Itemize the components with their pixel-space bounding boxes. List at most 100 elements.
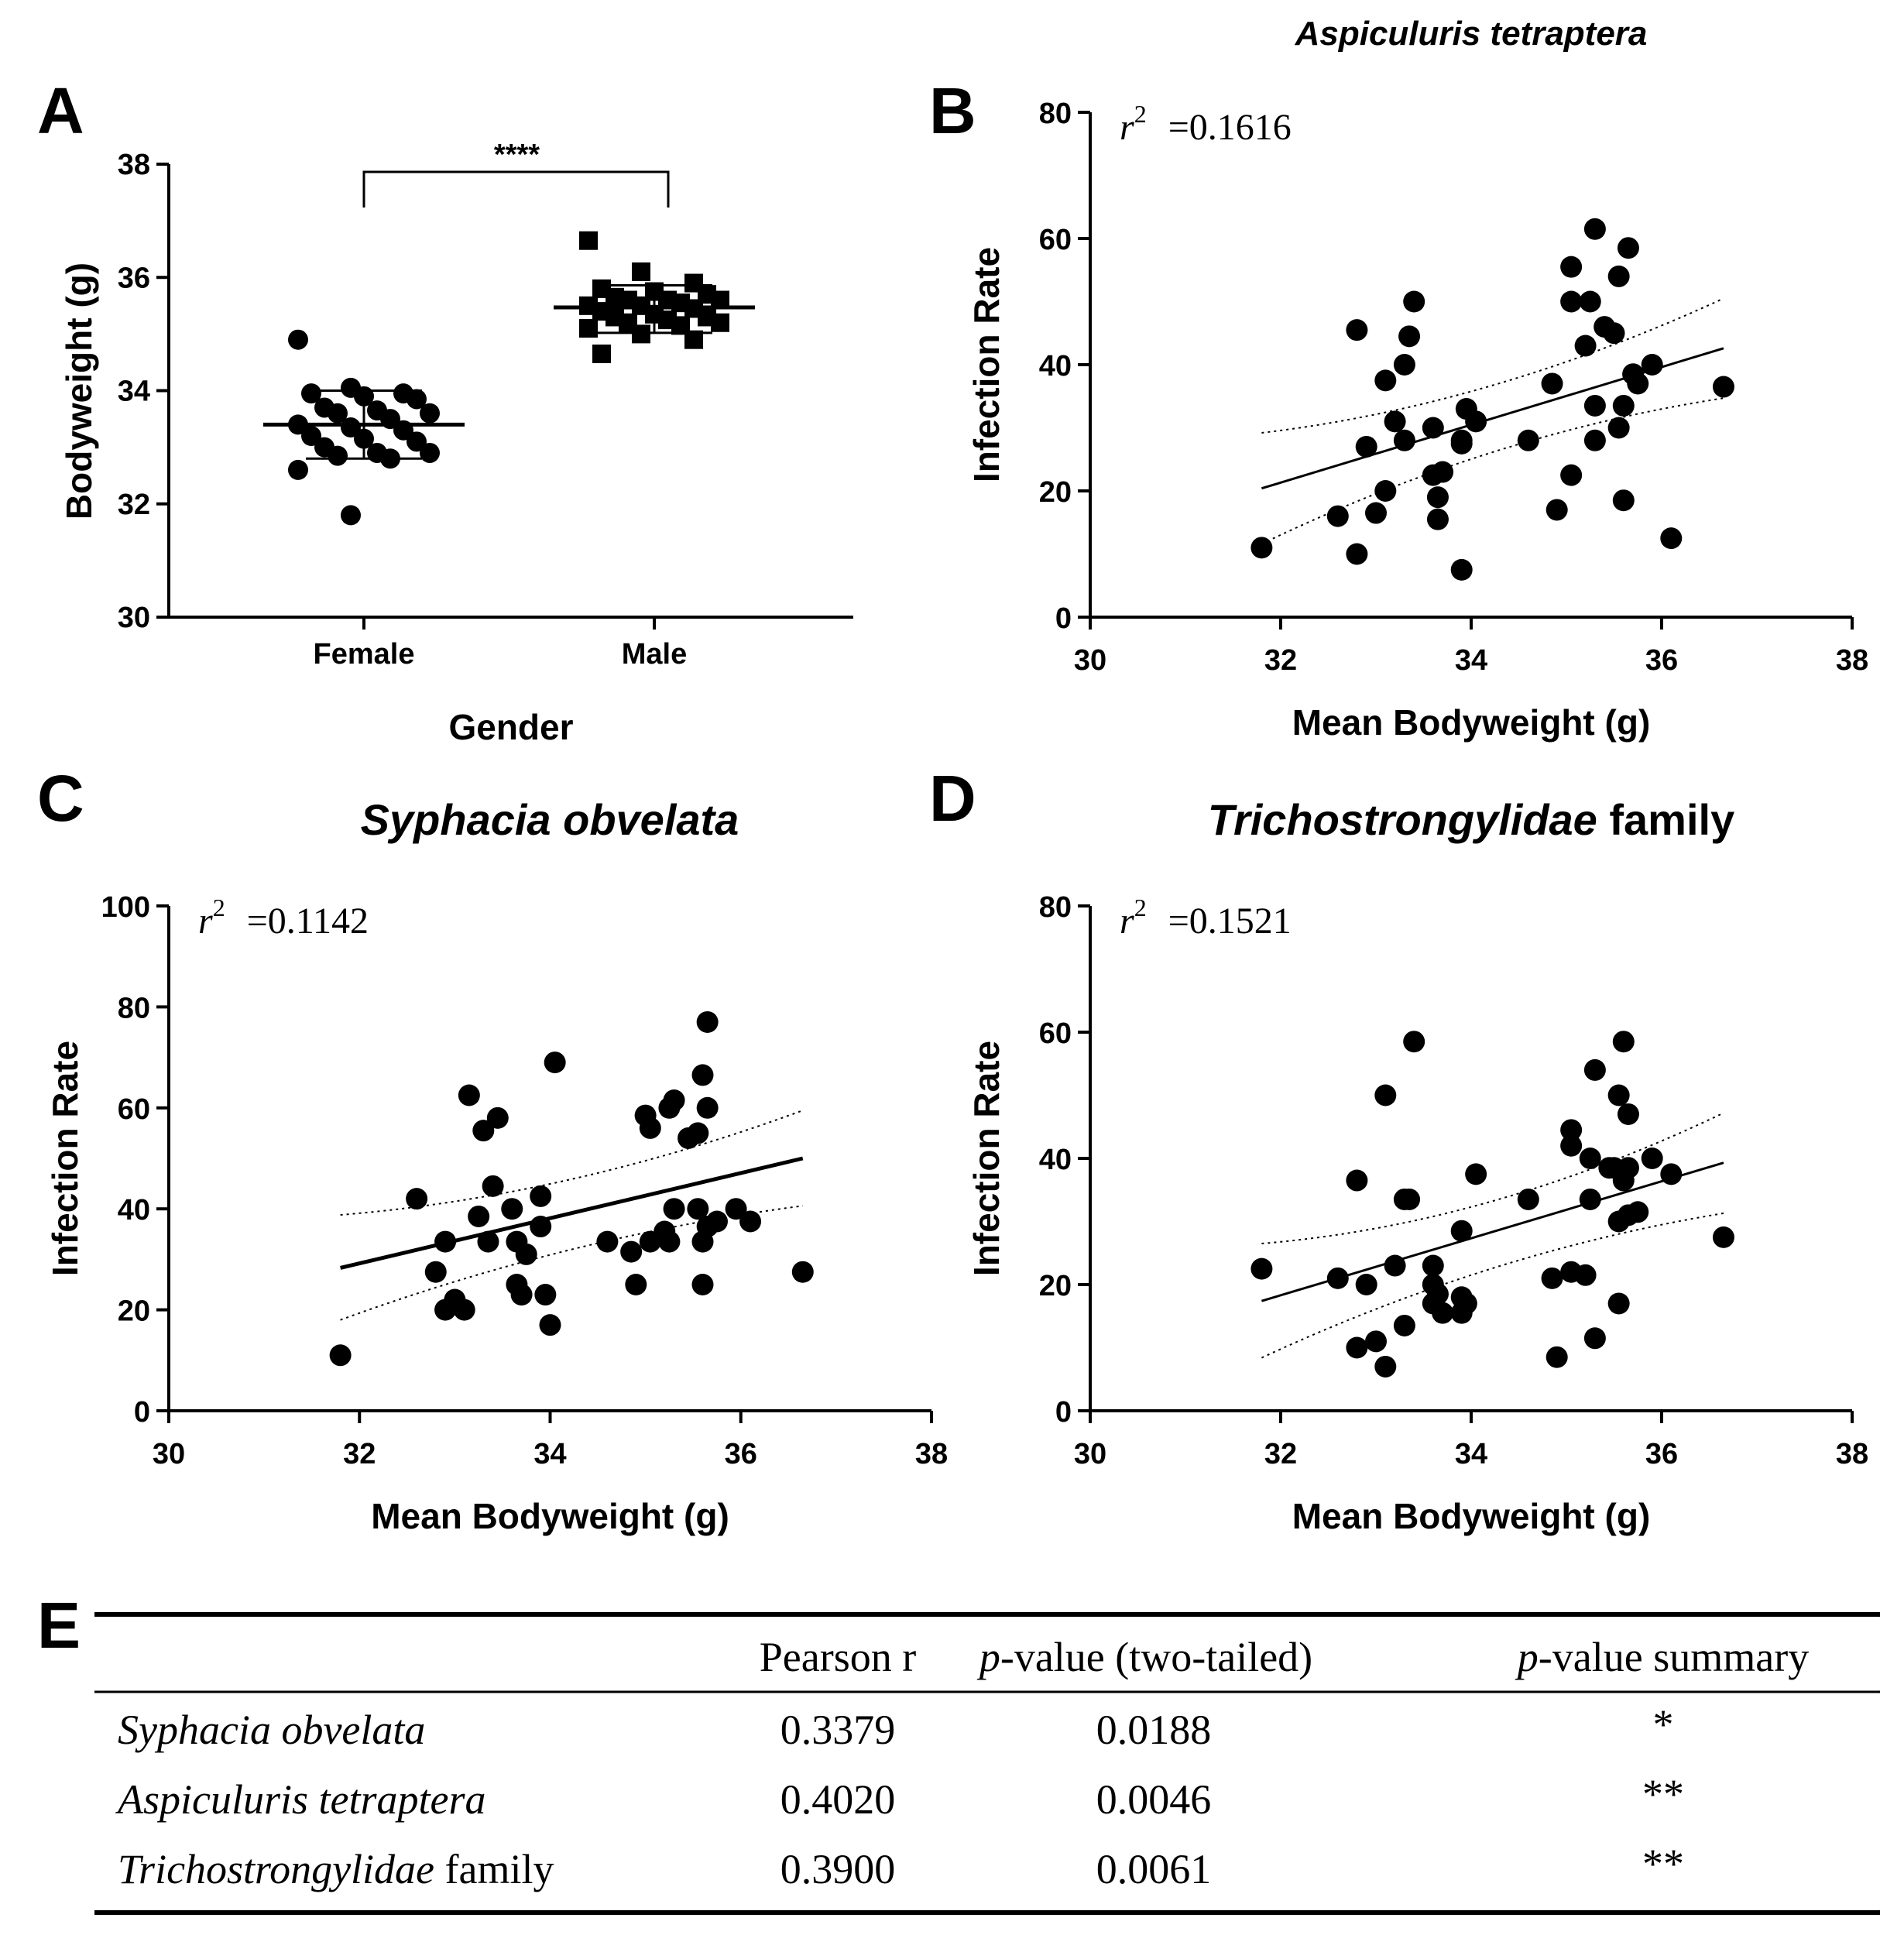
data-point bbox=[691, 1274, 714, 1295]
data-point bbox=[1583, 1327, 1606, 1350]
table-row-1-name: Syphacia obvelata bbox=[118, 1707, 425, 1753]
data-point bbox=[472, 1120, 495, 1142]
data-point bbox=[1346, 1336, 1368, 1359]
r-squared-label: r2 =0.1616 bbox=[1120, 100, 1292, 148]
data-point bbox=[620, 1240, 643, 1263]
panel-e-table: Pearson r p-value (two-tailed) p-value s… bbox=[94, 1612, 1880, 1915]
table-header-pearson: Pearson r bbox=[760, 1634, 916, 1680]
table-header-summary-rest: -value summary bbox=[1539, 1634, 1809, 1680]
panel-a-chart: 30 32 34 36 38 Female Male Gender Bodyweight (g)… bbox=[59, 139, 853, 747]
data-point-female bbox=[341, 505, 361, 526]
y-axis-title: Infection Rate bbox=[45, 1041, 85, 1276]
data-point bbox=[482, 1175, 504, 1197]
table-row-2-r: 0.4020 bbox=[780, 1776, 896, 1823]
data-point bbox=[1583, 218, 1606, 240]
data-point bbox=[477, 1230, 499, 1253]
r-squared-value: =0.1521 bbox=[1168, 901, 1292, 942]
panel-d-chart: 0 20 40 60 80 30 32 34 36 38 Mean Bodyweight (g) In… bbox=[966, 795, 1868, 1536]
data-point-female bbox=[420, 403, 440, 424]
table-row-2-p: 0.0046 bbox=[1096, 1776, 1212, 1823]
data-point bbox=[1374, 1084, 1397, 1106]
chart-title-italic: Aspiculuris tetraptera bbox=[1295, 15, 1648, 53]
data-point bbox=[1393, 1314, 1415, 1336]
table-header-summary: p-value summary bbox=[1515, 1634, 1809, 1680]
confidence-band-upper bbox=[1261, 1112, 1724, 1245]
r-squared-r: r bbox=[198, 901, 213, 942]
y-tick-label: 80 bbox=[1039, 98, 1072, 130]
data-point bbox=[1627, 1201, 1649, 1223]
x-tick-label: 30 bbox=[1074, 1438, 1106, 1470]
y-tick-label: 40 bbox=[118, 1194, 150, 1227]
r-squared-label: r2 =0.1142 bbox=[198, 894, 369, 942]
data-point bbox=[1545, 499, 1568, 521]
data-point bbox=[1617, 1103, 1639, 1125]
data-point bbox=[663, 1089, 685, 1112]
data-point bbox=[687, 1198, 709, 1220]
y-tick-label: 20 bbox=[1039, 476, 1072, 509]
data-point bbox=[791, 1261, 814, 1283]
y-axis-title: Bodyweight (g) bbox=[59, 262, 99, 520]
data-point bbox=[1422, 1254, 1444, 1277]
data-point-female bbox=[341, 417, 361, 438]
data-point bbox=[1346, 319, 1368, 341]
data-point bbox=[501, 1198, 523, 1220]
data-point bbox=[705, 1210, 728, 1233]
chart-title: Trichostrongylidae family bbox=[1208, 795, 1734, 844]
data-point bbox=[1326, 505, 1349, 527]
data-point bbox=[486, 1106, 509, 1129]
x-tick-label: 36 bbox=[725, 1438, 757, 1470]
data-point bbox=[1560, 464, 1583, 486]
data-point bbox=[1465, 410, 1487, 433]
chart-title: Syphacia obvelata bbox=[361, 795, 739, 844]
table-header-pvalue-p: p bbox=[976, 1634, 1000, 1680]
data-point-male bbox=[579, 319, 598, 338]
x-tick-label: 38 bbox=[1836, 644, 1868, 677]
x-tick-label: Female bbox=[314, 638, 415, 671]
data-point bbox=[1617, 1157, 1639, 1179]
x-tick-label: 36 bbox=[1645, 644, 1678, 677]
x-tick-label: 34 bbox=[1455, 644, 1487, 677]
data-point bbox=[1579, 290, 1601, 313]
r-squared-exponent: 2 bbox=[1134, 100, 1147, 128]
data-point bbox=[1607, 265, 1630, 287]
r-squared-exponent: 2 bbox=[1134, 894, 1147, 921]
data-point bbox=[1374, 369, 1397, 392]
y-tick-label: 38 bbox=[118, 149, 150, 181]
table-row-3-r: 0.3900 bbox=[780, 1846, 896, 1892]
data-point bbox=[1450, 1220, 1473, 1242]
y-tick-label: 0 bbox=[134, 1396, 150, 1429]
data-point bbox=[1617, 237, 1639, 259]
r-squared-value: =0.1142 bbox=[247, 901, 369, 942]
table-header-pvalue-rest: -value (two-tailed) bbox=[1000, 1634, 1312, 1680]
data-point bbox=[1574, 1264, 1597, 1286]
y-tick-label: 80 bbox=[1039, 891, 1072, 924]
data-point-female bbox=[288, 329, 308, 350]
data-point-female bbox=[420, 442, 440, 463]
table-row-3-p: 0.0061 bbox=[1096, 1846, 1212, 1892]
data-point bbox=[1574, 335, 1597, 357]
y-tick-label: 0 bbox=[1055, 602, 1072, 635]
data-point bbox=[739, 1210, 762, 1233]
data-point bbox=[1660, 527, 1683, 550]
x-axis-title: Mean Bodyweight (g) bbox=[371, 1496, 729, 1536]
data-point bbox=[510, 1284, 533, 1306]
r-squared-label: r2 =0.1521 bbox=[1120, 894, 1292, 942]
data-point-male bbox=[592, 344, 611, 363]
x-tick-label: 38 bbox=[915, 1438, 948, 1470]
data-point-female bbox=[407, 431, 427, 452]
x-tick-label: 38 bbox=[1836, 1438, 1868, 1470]
data-point bbox=[1541, 372, 1563, 395]
data-point bbox=[1450, 432, 1473, 455]
data-point bbox=[458, 1084, 480, 1106]
table-row-1-p: 0.0188 bbox=[1096, 1707, 1212, 1753]
r-squared-exponent: 2 bbox=[213, 894, 225, 921]
data-point bbox=[1560, 256, 1583, 278]
data-point bbox=[1346, 1169, 1368, 1192]
r-squared-r: r bbox=[1120, 107, 1134, 148]
data-point bbox=[1545, 1346, 1568, 1368]
data-point bbox=[1365, 1330, 1387, 1353]
table-header-summary-p: p bbox=[1515, 1634, 1539, 1680]
r-squared-value: =0.1616 bbox=[1168, 107, 1292, 148]
data-point bbox=[1426, 1283, 1449, 1305]
